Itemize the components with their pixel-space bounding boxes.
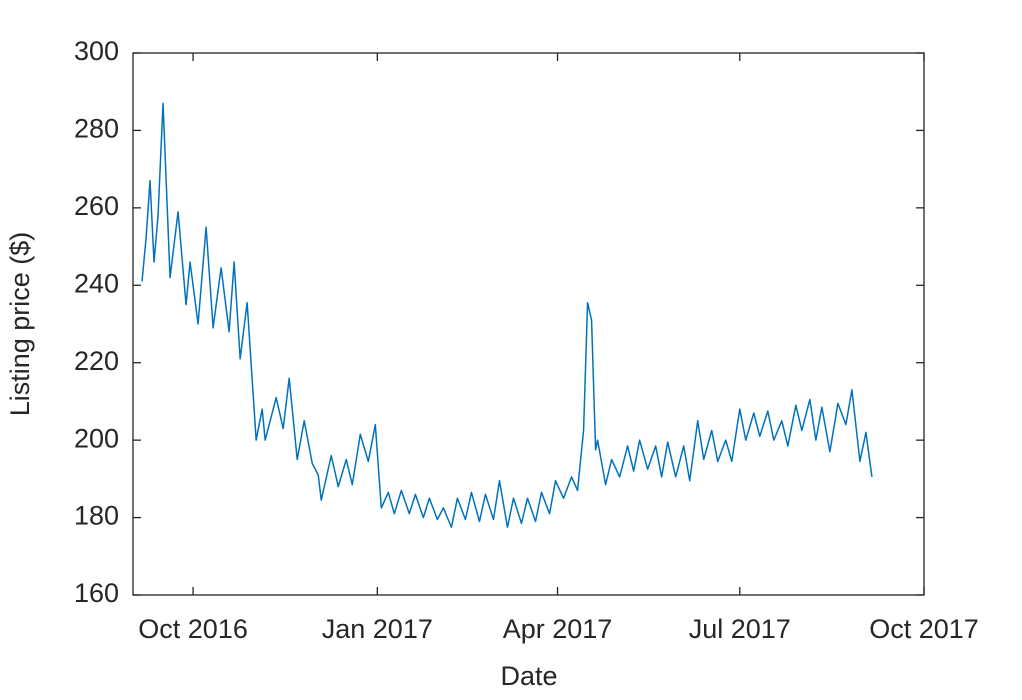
y-tick-label: 240	[74, 268, 119, 298]
y-axis-label: Listing price ($)	[5, 232, 35, 417]
data-line	[141, 102, 873, 528]
y-tick-label: 300	[74, 36, 119, 66]
y-tick-label: 220	[74, 346, 119, 376]
x-tick-label: Jan 2017	[322, 614, 433, 644]
y-tick-label: 260	[74, 191, 119, 221]
x-tick-label: Jul 2017	[689, 614, 791, 644]
y-tick-label: 160	[74, 578, 119, 608]
x-tick-label: Oct 2016	[138, 614, 248, 644]
y-tick-label: 180	[74, 501, 119, 531]
x-axis-label: Date	[500, 661, 557, 691]
x-tick-label: Oct 2017	[869, 614, 979, 644]
y-tick-label: 200	[74, 423, 119, 453]
plot-frame	[132, 52, 925, 596]
y-tick-label: 280	[74, 114, 119, 144]
x-tick-label: Apr 2017	[503, 614, 613, 644]
